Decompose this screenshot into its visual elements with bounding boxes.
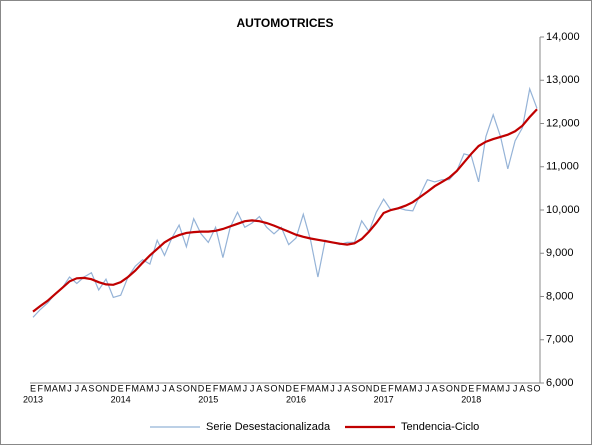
x-tick-label: A <box>52 383 58 393</box>
x-tick-label: M <box>219 383 227 393</box>
x-tick-label: J <box>513 383 518 393</box>
x-tick-label: J <box>250 383 255 393</box>
x-tick-label: S <box>264 383 270 393</box>
x-tick-label: A <box>403 383 409 393</box>
x-tick-label: E <box>30 383 36 393</box>
x-tick-label: A <box>490 383 496 393</box>
y-tick-label: 10,000 <box>546 204 580 216</box>
x-tick-label: N <box>103 383 110 393</box>
x-tick-label: A <box>227 383 233 393</box>
x-tick-label: J <box>425 383 430 393</box>
series-line <box>32 108 538 313</box>
x-tick-label: O <box>95 383 102 393</box>
x-tick-label: N <box>453 383 460 393</box>
x-tick-label: E <box>381 383 387 393</box>
x-tick-label: S <box>439 383 445 393</box>
y-tick-label: 13,000 <box>546 74 580 86</box>
x-tick-label: A <box>344 383 350 393</box>
x-tick-label: F <box>301 383 307 393</box>
year-label: 2015 <box>198 394 218 404</box>
x-tick-label: E <box>118 383 124 393</box>
x-tick-label: J <box>162 383 167 393</box>
legend-label: Tendencia-Ciclo <box>401 421 479 433</box>
y-tick-label: 8,000 <box>546 290 574 302</box>
x-tick-label: M <box>321 383 329 393</box>
x-tick-label: N <box>366 383 373 393</box>
x-tick-label: J <box>243 383 248 393</box>
year-label: 2018 <box>461 394 481 404</box>
x-tick-label: A <box>81 383 87 393</box>
y-tick-label: 9,000 <box>546 247 574 259</box>
x-tick-label: D <box>198 383 205 393</box>
legend-label: Serie Desestacionalizada <box>206 421 331 433</box>
y-tick-label: 12,000 <box>546 117 580 129</box>
x-tick-label: D <box>285 383 292 393</box>
y-tick-label: 7,000 <box>546 334 574 346</box>
x-tick-label: N <box>190 383 197 393</box>
x-tick-label: J <box>330 383 335 393</box>
x-tick-label: O <box>446 383 453 393</box>
x-tick-label: A <box>432 383 438 393</box>
year-label: 2013 <box>23 394 43 404</box>
x-tick-label: M <box>482 383 490 393</box>
x-tick-label: E <box>293 383 299 393</box>
x-tick-label: A <box>169 383 175 393</box>
x-tick-label: J <box>155 383 160 393</box>
x-tick-label: J <box>67 383 72 393</box>
x-tick-label: O <box>183 383 190 393</box>
x-tick-label: A <box>140 383 146 393</box>
y-tick-label: 14,000 <box>546 31 580 43</box>
x-tick-label: M <box>58 383 66 393</box>
x-tick-label: S <box>351 383 357 393</box>
year-label: 2016 <box>286 394 306 404</box>
x-tick-label: O <box>271 383 278 393</box>
x-tick-label: F <box>388 383 394 393</box>
x-tick-label: O <box>358 383 365 393</box>
x-tick-label: F <box>213 383 219 393</box>
x-tick-label: S <box>527 383 533 393</box>
x-tick-label: E <box>468 383 474 393</box>
year-label: 2017 <box>374 394 394 404</box>
x-tick-label: F <box>476 383 482 393</box>
x-tick-label: D <box>373 383 380 393</box>
chart-title: AUTOMOTRICES <box>236 16 333 30</box>
x-tick-label: M <box>146 383 154 393</box>
year-label: 2014 <box>111 394 131 404</box>
x-tick-label: J <box>75 383 80 393</box>
x-tick-label: D <box>110 383 117 393</box>
x-tick-label: M <box>394 383 402 393</box>
x-tick-label: A <box>315 383 321 393</box>
x-tick-label: J <box>506 383 511 393</box>
x-tick-label: M <box>44 383 52 393</box>
x-tick-label: M <box>307 383 315 393</box>
x-tick-label: S <box>88 383 94 393</box>
y-tick-label: 11,000 <box>546 161 579 173</box>
x-tick-label: N <box>278 383 285 393</box>
x-tick-label: D <box>461 383 468 393</box>
x-tick-label: J <box>418 383 423 393</box>
x-tick-label: M <box>234 383 242 393</box>
x-tick-label: M <box>497 383 505 393</box>
x-tick-label: O <box>533 383 540 393</box>
x-tick-label: F <box>125 383 131 393</box>
x-tick-label: A <box>519 383 525 393</box>
x-tick-label: M <box>132 383 140 393</box>
y-tick-label: 6,000 <box>546 377 574 389</box>
x-tick-label: M <box>409 383 417 393</box>
x-tick-label: S <box>176 383 182 393</box>
x-tick-label: F <box>38 383 44 393</box>
x-tick-label: A <box>256 383 262 393</box>
x-tick-label: E <box>205 383 211 393</box>
x-tick-label: J <box>338 383 343 393</box>
